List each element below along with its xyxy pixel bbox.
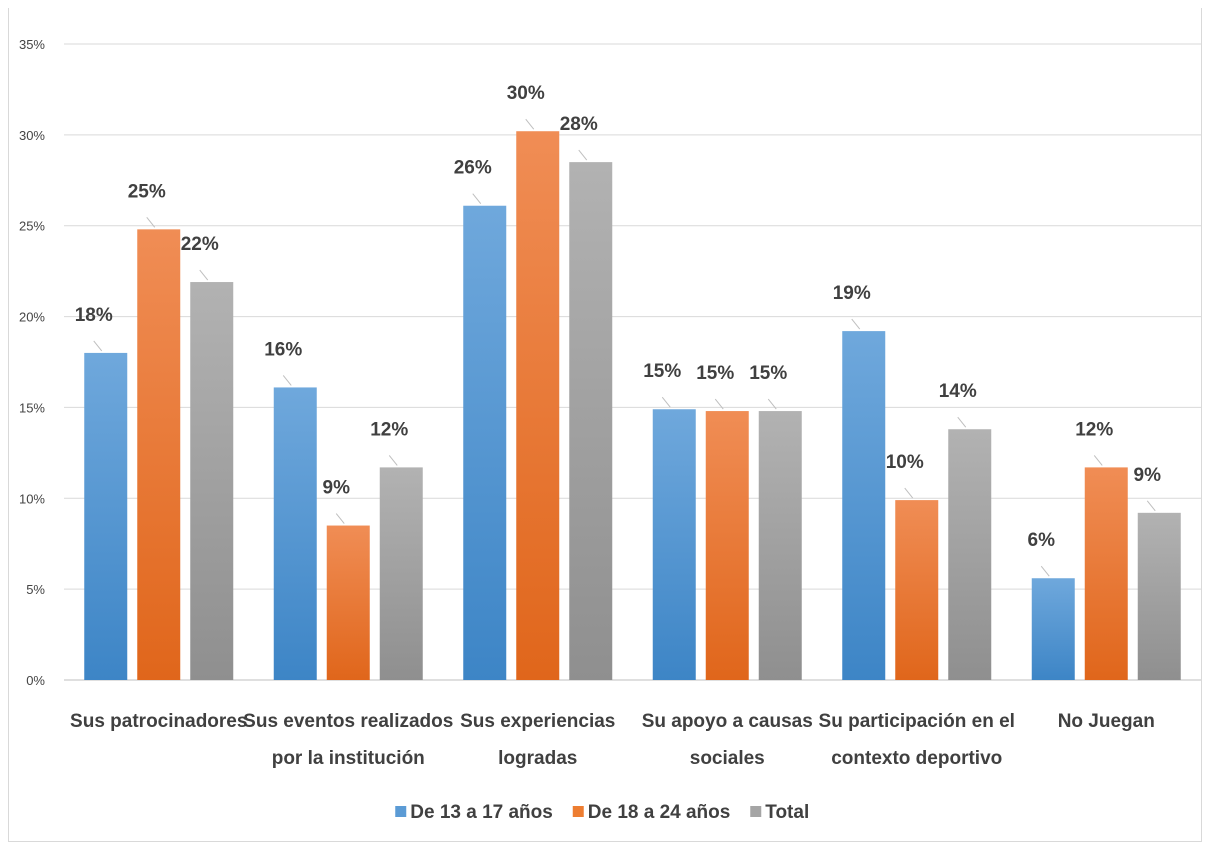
data-label-leader <box>1146 500 1156 512</box>
y-tick-label: 35% <box>19 37 45 52</box>
bar-de-13-a-17-a-os <box>84 352 128 680</box>
data-label-leader <box>335 513 345 524</box>
y-tick-label: 15% <box>19 400 45 415</box>
bar-de-18-a-24-a-os <box>326 525 370 680</box>
data-label: 22% <box>181 234 219 255</box>
bar-de-13-a-17-a-os <box>842 331 886 680</box>
data-label-leader <box>1040 565 1050 577</box>
bar-chart: 0% 5% 10% 15% 20% 25% 30% 35% 18% 25% 22% 16% 9% 12%… <box>19 37 1201 823</box>
data-label-leader <box>1093 455 1103 466</box>
data-label: 16% <box>264 339 302 360</box>
data-label-leader <box>93 340 103 352</box>
bar-de-18-a-24-a-os <box>705 411 749 680</box>
data-label: 30% <box>507 83 545 104</box>
category-label: contexto deportivo <box>831 748 1002 769</box>
data-label-leader <box>525 118 535 130</box>
chart-frame: 0% 5% 10% 15% 20% 25% 30% 35% 18% 25% 22% 16% 9% 12%… <box>8 8 1202 842</box>
data-label-leader <box>146 217 156 228</box>
category-label: Su apoyo a causas <box>642 711 813 732</box>
category-label: logradas <box>498 748 577 769</box>
bar-de-13-a-17-a-os <box>1031 578 1075 680</box>
bar-total <box>948 429 992 680</box>
bar-de-18-a-24-a-os <box>137 229 181 680</box>
data-label: 15% <box>749 363 787 384</box>
legend-label: Total <box>765 802 809 823</box>
bar-de-18-a-24-a-os <box>1084 467 1128 680</box>
category-label: Su participación en el <box>819 711 1015 732</box>
legend-label: De 13 a 17 años <box>410 802 553 823</box>
category-label: sociales <box>690 748 765 769</box>
legend-swatch <box>750 806 762 817</box>
bar-de-18-a-24-a-os <box>516 131 560 681</box>
y-tick-label: 10% <box>19 491 45 506</box>
data-labels: 18% 25% 22% 16% 9% 12% 26% 30% 28% 15% 15% 15% 19% 10… <box>75 83 1162 577</box>
data-label: 19% <box>833 283 871 304</box>
data-label: 25% <box>128 181 166 202</box>
data-label: 12% <box>1075 419 1113 440</box>
y-tick-label: 5% <box>26 582 45 597</box>
data-label-leader <box>851 318 861 330</box>
category-label: No Juegan <box>1058 711 1155 732</box>
data-label: 12% <box>370 419 408 440</box>
data-label: 18% <box>75 305 113 326</box>
category-label: Sus patrocinadores <box>70 711 247 732</box>
data-label: 15% <box>696 363 734 384</box>
bar-total <box>1137 512 1181 680</box>
bar-total <box>569 162 613 681</box>
data-label: 10% <box>886 452 924 473</box>
bar-de-13-a-17-a-os <box>652 409 696 680</box>
y-tick-label: 30% <box>19 128 45 143</box>
data-label: 14% <box>939 381 977 402</box>
data-label-leader <box>904 487 914 499</box>
gridlines <box>64 43 1201 681</box>
legend-label: De 18 a 24 años <box>588 802 731 823</box>
data-label-leader <box>282 375 292 386</box>
legend: De 13 a 17 años De 18 a 24 años Total <box>395 802 809 823</box>
category-label: Sus experiencias <box>460 711 615 732</box>
data-label-leader <box>472 193 482 205</box>
data-label: 9% <box>323 478 351 499</box>
category-label: por la institución <box>272 748 425 769</box>
data-label-leader <box>661 396 671 408</box>
legend-swatch <box>572 806 584 817</box>
data-label: 9% <box>1134 465 1162 486</box>
data-label: 15% <box>643 361 681 382</box>
data-label: 26% <box>454 158 492 179</box>
y-tick-label: 25% <box>19 219 45 234</box>
legend-swatch <box>395 806 407 817</box>
data-label-leader <box>578 149 588 161</box>
category-label: Sus eventos realizados <box>243 711 453 732</box>
bar-de-13-a-17-a-os <box>273 387 317 680</box>
data-label: 6% <box>1028 530 1056 551</box>
y-tick-label: 20% <box>19 310 45 325</box>
bar-total <box>190 282 234 680</box>
data-label-leader <box>957 416 967 428</box>
bars <box>84 131 1181 681</box>
bar-total <box>758 411 802 680</box>
bar-total <box>379 467 423 680</box>
bar-de-13-a-17-a-os <box>463 205 507 680</box>
y-tick-label: 0% <box>26 673 45 688</box>
data-label-leader <box>199 269 209 281</box>
data-label-leader <box>714 398 724 410</box>
data-label: 28% <box>560 114 598 135</box>
y-axis-ticks: 0% 5% 10% 15% 20% 25% 30% 35% <box>19 37 45 688</box>
data-label-leader <box>767 398 777 410</box>
bar-de-18-a-24-a-os <box>895 500 939 680</box>
data-label-leader <box>388 455 398 466</box>
